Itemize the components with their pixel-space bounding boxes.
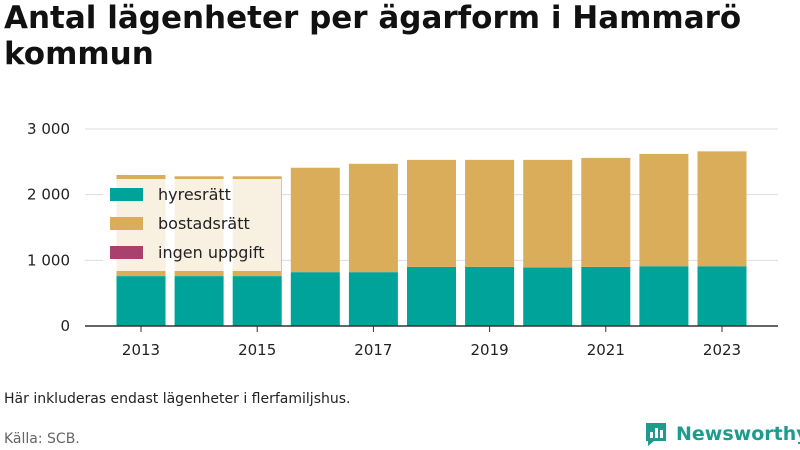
chart-note: Här inkluderas endast lägenheter i flerf… [4, 391, 351, 407]
chart-title: Antal lägenheter per ägarform i Hammarö … [4, 0, 742, 72]
legend-swatch [110, 246, 143, 259]
bar-bostadsrätt-2023 [697, 151, 747, 267]
y-axis: 0 1 000 2 000 3 000 [27, 120, 70, 335]
legend-label: bostadsrätt [158, 214, 250, 233]
y-tick-label: 0 [60, 317, 70, 335]
x-tick-label: 2023 [703, 341, 741, 359]
legend-label: hyresrätt [158, 185, 231, 204]
stacked-bar-chart: 0 1 000 2 000 3 000 2013 2015 2017 2019 2021 202… [27, 120, 778, 359]
x-tick-label: 2015 [238, 341, 276, 359]
legend-label: ingen uppgift [158, 243, 265, 262]
y-tick-label: 2 000 [27, 186, 70, 204]
legend-swatch [110, 188, 143, 201]
bar-bostadsrätt-2017 [348, 163, 398, 273]
newsworthy-logo[interactable]: Newsworthy [644, 421, 800, 447]
bar-bostadsrätt-2020 [523, 159, 573, 268]
bar-hyresrätt-2023 [697, 266, 747, 326]
bar-hyresrätt-2015 [232, 276, 282, 326]
bar-bostadsrätt-2022 [639, 153, 689, 267]
bar-bostadsrätt-2016 [290, 167, 340, 273]
legend-swatch [110, 217, 143, 230]
bar-hyresrätt-2020 [523, 267, 573, 326]
x-axis: 2013 2015 2017 2019 2021 2023 [85, 325, 778, 359]
x-tick-label: 2019 [471, 341, 509, 359]
bar-bostadsrätt-2021 [581, 157, 631, 267]
bar-bostadsrätt-2019 [465, 159, 515, 267]
bar-hyresrätt-2014 [174, 276, 224, 326]
bar-bostadsrätt-2018 [407, 159, 456, 267]
legend: hyresrätt bostadsrätt ingen uppgift [103, 179, 281, 271]
bar-hyresrätt-2018 [407, 266, 456, 326]
bar-hyresrätt-2022 [639, 266, 689, 326]
x-tick-label: 2017 [354, 341, 392, 359]
bar-hyresrätt-2013 [116, 276, 166, 326]
newsworthy-logo-icon [646, 423, 666, 446]
newsworthy-logo-text: Newsworthy [676, 423, 800, 445]
x-tick-label: 2013 [122, 341, 160, 359]
bar-hyresrätt-2016 [290, 272, 340, 326]
bar-hyresrätt-2017 [348, 272, 398, 326]
x-tick-label: 2021 [587, 341, 625, 359]
y-tick-label: 3 000 [27, 120, 70, 138]
bar-hyresrätt-2019 [465, 266, 515, 326]
chart-source: Källa: SCB. [4, 431, 80, 447]
y-tick-label: 1 000 [27, 251, 70, 269]
bar-hyresrätt-2021 [581, 266, 631, 326]
